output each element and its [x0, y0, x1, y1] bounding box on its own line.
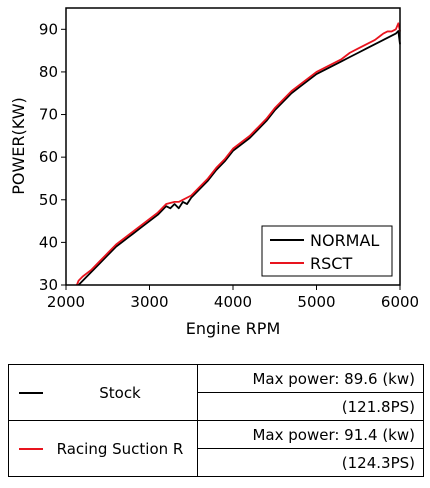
- plot-frame: [65, 7, 401, 286]
- legend-label-normal: NORMAL: [310, 231, 379, 250]
- racing-ps: (124.3PS): [197, 448, 424, 477]
- legend-label-rsct: RSCT: [310, 254, 352, 273]
- x-tick-label: 3000: [130, 293, 168, 311]
- racing-name: Racing Suction R: [56, 439, 184, 458]
- stock-legend-cell: Stock: [8, 364, 198, 421]
- x-tick-label: 2000: [47, 293, 85, 311]
- table-row-racing-ps: (124.3PS): [9, 448, 424, 477]
- stock-name: Stock: [99, 383, 141, 402]
- table-row-stock-ps: (121.8PS): [9, 392, 424, 421]
- y-axis-label: POWER(KW): [9, 97, 28, 195]
- y-tick-label: 50: [39, 191, 58, 209]
- y-tick-label: 70: [39, 106, 58, 124]
- y-tick-label: 60: [39, 148, 58, 166]
- legend-box: [261, 225, 393, 277]
- series-line-normal: [77, 30, 401, 286]
- spec-table: Stock Max power: 89.6 (kw) (121.8PS) Rac…: [8, 364, 424, 477]
- y-tick-label: 30: [39, 276, 58, 294]
- stock-swatch: [19, 391, 43, 394]
- y-tick-label: 80: [39, 63, 58, 81]
- y-tick-label: 40: [39, 233, 58, 251]
- ticks: 2000 3000 4000 5000 6000 30 40 50 60 70 80 90: [39, 20, 419, 311]
- table-row-stock: Stock Max power: 89.6 (kw): [8, 364, 424, 421]
- racing-legend-cell: Racing Suction R: [8, 420, 198, 477]
- table-row-racing: Racing Suction R Max power: 91.4 (kw): [8, 420, 424, 477]
- series-lines: [76, 22, 401, 286]
- power-chart: 2000 3000 4000 5000 6000 30 40 50 60 70 80 90 POWER…: [9, 7, 419, 338]
- series-line-rsct: [76, 22, 401, 286]
- racing-max-power: Max power: 91.4 (kw): [197, 420, 424, 449]
- x-axis-label: Engine RPM: [186, 319, 281, 338]
- x-tick-label: 6000: [381, 293, 419, 311]
- x-tick-label: 5000: [297, 293, 335, 311]
- stock-max-power: Max power: 89.6 (kw): [197, 364, 424, 393]
- stock-ps: (121.8PS): [197, 392, 424, 421]
- y-tick-label: 90: [39, 20, 58, 38]
- racing-swatch: [19, 447, 43, 450]
- x-tick-label: 4000: [214, 293, 252, 311]
- legend: NORMAL RSCT: [261, 225, 393, 277]
